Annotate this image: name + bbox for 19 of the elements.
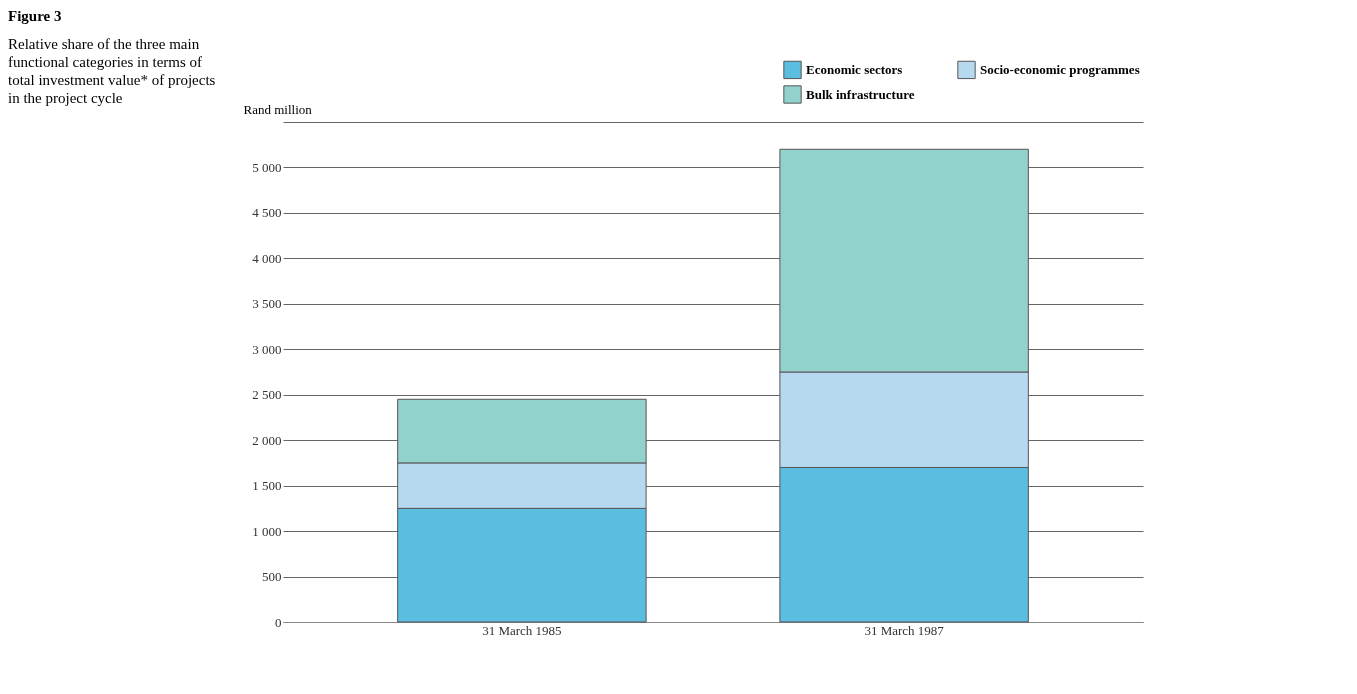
y-tick-label: 1 000 [252,523,282,539]
x-tick-label: 31 March 1987 [864,622,945,638]
y-tick-label: 1 500 [252,478,282,494]
x-tick-label: 31 March 1985 [482,622,562,638]
legend-label: Socio-economic programmes [980,61,1140,77]
legend-label: Bulk infrastructure [806,86,915,102]
y-tick-label: 5 000 [252,159,282,175]
y-tick-label: 2 500 [252,387,282,403]
y-tick-label: 4 000 [252,250,282,266]
text: Figure 3 [8,8,63,25]
y-tick-label: 3 500 [252,296,282,312]
legend-label: Economic sectors [806,61,903,77]
y-tick-label: 500 [262,569,282,585]
y-tick-label: 3 000 [252,341,282,357]
text: Relative share of the three main functional categories in terms of total investment value* of projects in the project cycle [8,35,217,107]
y-tick-label: 4 500 [252,205,282,221]
y-axis-title: Rand million [243,101,313,117]
y-tick-label: 2 000 [252,432,282,448]
y-tick-label: 0 [275,614,282,630]
